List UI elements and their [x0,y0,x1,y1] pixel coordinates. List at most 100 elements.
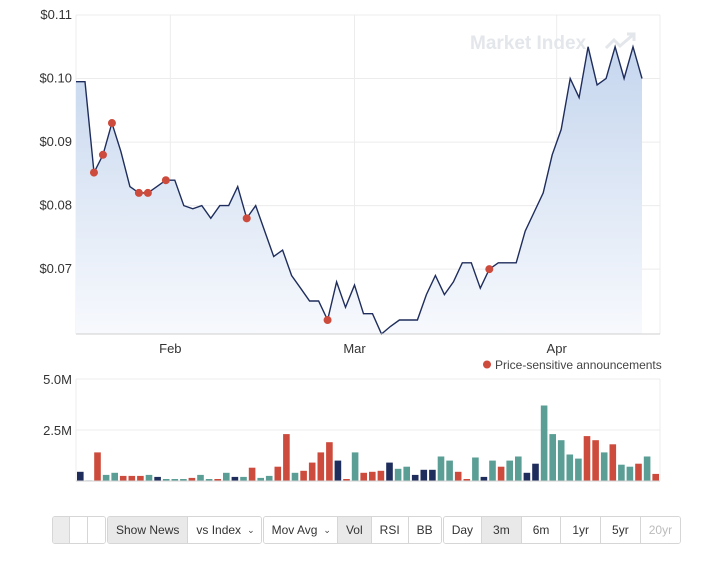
volume-bar [154,476,161,481]
volume-bar [308,462,316,481]
announcement-marker[interactable] [107,119,116,128]
volume-bar [223,472,230,481]
volume-bar [351,452,359,481]
blank-button[interactable] [88,517,105,543]
volume-bar [214,479,221,481]
volume-bar [180,479,187,481]
volume-bar [137,475,144,481]
volume-bar [635,463,642,481]
price-area [76,46,642,335]
volume-bar [489,460,496,481]
volume-bar [411,474,419,481]
mov-avg-label: Mov Avg [271,523,318,537]
volume-bar [420,469,428,481]
price-y-tick-label: $0.11 [40,7,72,22]
chart-toolbar: Show News vs Index ⌄ Mov Avg ⌄ Vol RSI B… [52,516,682,544]
price-y-tick-label: $0.10 [39,71,72,86]
indicator-button-group: Mov Avg ⌄ Vol RSI BB [262,516,442,544]
rsi-button[interactable]: RSI [371,517,409,543]
range-1yr-button[interactable]: 1yr [561,517,602,543]
vs-index-select[interactable]: vs Index ⌄ [188,517,261,543]
range-20yr-button[interactable]: 20yr [640,517,681,543]
volume-bar [94,452,101,481]
announcement-marker[interactable] [323,316,332,325]
announcement-marker[interactable] [134,188,143,197]
mov-avg-select[interactable]: Mov Avg ⌄ [263,517,338,543]
overlay-button-group: Show News vs Index ⌄ [107,516,262,544]
volume-bar [515,456,522,481]
bb-button[interactable]: BB [408,517,441,543]
range-5yr-button[interactable]: 5yr [601,517,641,543]
announcement-marker[interactable] [242,214,251,223]
volume-bar [575,458,582,481]
volume-bar [102,474,110,481]
volume-bar [643,456,651,481]
volume-bar [231,476,239,481]
volume-bar [377,470,385,481]
legend-marker [483,360,491,369]
chevron-down-icon: ⌄ [247,524,255,535]
volume-bar [369,471,376,481]
volume-bar [540,405,548,481]
announcement-marker[interactable] [161,176,170,185]
range-3m-button[interactable]: 3m [482,517,522,543]
price-y-axis-labels: $0.07 $0.08 $0.09 $0.10 $0.11 [39,7,72,276]
volume-bar [506,460,513,481]
announcement-marker[interactable] [143,188,152,197]
volume-bar [360,472,367,481]
volume-bar [403,466,410,481]
blank-button[interactable] [70,517,88,543]
range-day-button[interactable]: Day [443,517,483,543]
volume-bar [145,474,153,481]
volume-bar [557,440,565,481]
volume-bar [480,476,488,481]
volume-y-tick-label: 5.0M [43,372,72,387]
volume-bar [326,442,333,481]
trend-arrow-icon [604,32,636,50]
volume-bar [472,457,479,481]
volume-bar [257,477,264,481]
volume-bar [437,456,445,481]
volume-bar [454,471,462,481]
volume-bar [600,452,608,481]
announcement-markers [89,119,494,325]
volume-bar [549,434,556,481]
announcement-marker[interactable] [98,150,107,159]
volume-bar [205,479,213,481]
blank-button[interactable] [53,517,70,543]
volume-bar [265,475,273,481]
volume-bar [128,475,136,481]
volume-bar [171,479,179,481]
announcement-marker[interactable] [485,265,494,274]
blank-button-group [52,516,106,544]
watermark-logo: Market Index [470,33,587,54]
show-news-button[interactable]: Show News [108,517,189,543]
price-x-tick-label: Mar [343,341,366,356]
volume-bar [248,467,256,481]
chevron-down-icon: ⌄ [323,524,331,535]
volume-grid [75,378,661,481]
volume-bar [532,463,539,481]
legend-label: Price-sensitive announcements [495,358,662,372]
price-x-axis-labels: Feb Mar Apr [159,341,567,356]
volume-bar [119,475,127,481]
volume-y-tick-label: 2.5M [43,423,72,438]
volume-bar [300,470,307,481]
volume-bar [197,474,204,481]
volume-bar [618,464,625,481]
price-volume-chart: Market Index $0.07 $0.08 $0.09 $0.10 $0.11 F… [39,7,662,482]
volume-bar [77,471,84,481]
volume-bar [446,460,453,481]
volume-bar [291,472,299,481]
volume-bar [429,469,436,481]
volume-bar [188,477,196,481]
range-6m-button[interactable]: 6m [521,517,562,543]
price-y-tick-label: $0.08 [39,198,72,213]
volume-bar [609,444,617,481]
range-button-group: Day 3m 6m 1yr 5yr 20yr [442,516,682,544]
vol-button[interactable]: Vol [337,517,372,543]
announcement-marker[interactable] [89,168,98,177]
volume-bar [566,454,574,481]
volume-bar [463,479,471,481]
volume-bar [394,468,402,481]
